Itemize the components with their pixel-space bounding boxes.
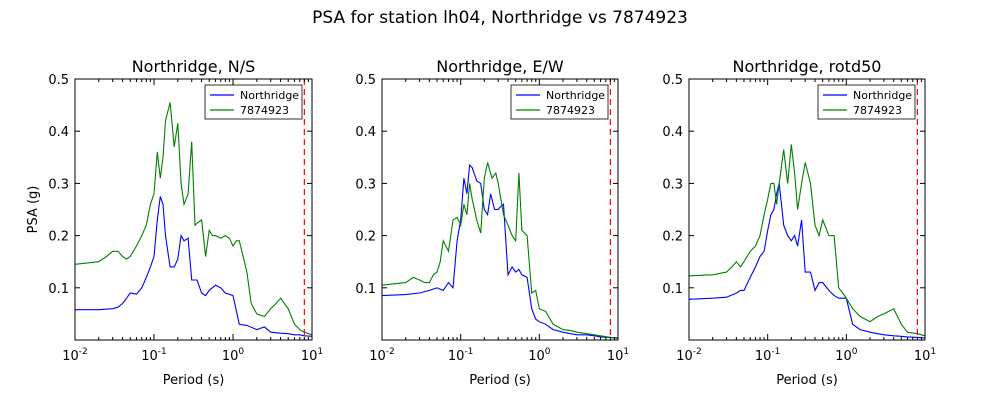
plot-frame [381,78,619,341]
legend: Northridge 7874923 [204,84,303,120]
chart-title: Northridge, E/W [436,57,564,76]
y-tick-label: 0.4 [662,125,683,140]
chart-title: Northridge, rotd50 [733,57,882,76]
series-line-7874923 [689,144,925,337]
chart-panel-2: Northridge, E/W 0.1 0.2 0.3 0.4 0.5 10-2 10-1 10… [355,57,629,388]
x-axis-label: Period (s) [469,373,531,388]
series-line-7874923 [75,102,312,336]
y-tick-label: 0.2 [48,230,69,245]
legend-label: 7874923 [853,104,902,117]
x-tick-label: 10-2 [62,347,88,364]
chart-title: Northridge, N/S [132,57,256,76]
legend-label: Northridge [240,89,299,102]
chart-panel-1: Northridge, N/S 0.1 0.2 0.3 0.4 0.5 10-2 10-1 10… [26,57,323,388]
x-axis-label: Period (s) [163,373,225,388]
series-line-Northridge [75,196,312,337]
legend-box [510,84,609,120]
legend: Northridge 7874923 [817,84,916,120]
y-tick-label: 0.3 [48,177,69,192]
y-tick-label: 0.4 [355,125,376,140]
series-line-Northridge [382,163,618,339]
series-line-7874923 [382,162,618,339]
y-axis-label: PSA (g) [26,186,41,234]
x-tick-label: 101 [607,347,629,364]
x-tick-label: 10-1 [755,347,781,364]
legend: Northridge 7874923 [510,84,609,120]
y-tick-label: 0.2 [662,230,683,245]
legend-box [204,84,303,120]
y-tick-label: 0.1 [662,282,683,297]
y-tick-label: 0.5 [48,73,69,88]
legend-label: 7874923 [546,104,595,117]
legend-label: 7874923 [240,104,289,117]
x-tick-label: 101 [301,347,323,364]
y-tick-label: 0.1 [355,282,376,297]
y-tick-label: 0.5 [662,73,683,88]
x-axis-label: Period (s) [776,373,838,388]
plot-frame [74,78,313,341]
legend-label: Northridge [546,89,605,102]
x-tick-label: 10-1 [141,347,167,364]
legend-box [817,84,916,120]
x-tick-label: 10-2 [369,347,395,364]
y-tick-label: 0.3 [662,177,683,192]
y-tick-label: 0.3 [355,177,376,192]
series-line-Northridge [689,183,925,339]
x-tick-label: 101 [914,347,936,364]
y-tick-label: 0.2 [355,230,376,245]
x-tick-label: 100 [835,347,858,364]
chart-panel-3: Northridge, rotd50 0.1 0.2 0.3 0.4 0.5 10-2 10-… [662,57,936,388]
y-tick-label: 0.4 [48,125,69,140]
legend-label: Northridge [853,89,912,102]
figure-title: PSA for station lh04, Northridge vs 7874… [312,8,688,28]
x-tick-label: 10-1 [448,347,474,364]
x-tick-label: 10-2 [676,347,702,364]
x-tick-label: 100 [222,347,245,364]
y-tick-label: 0.5 [355,73,376,88]
y-tick-label: 0.1 [48,282,69,297]
plot-frame [688,78,926,341]
x-tick-label: 100 [528,347,551,364]
